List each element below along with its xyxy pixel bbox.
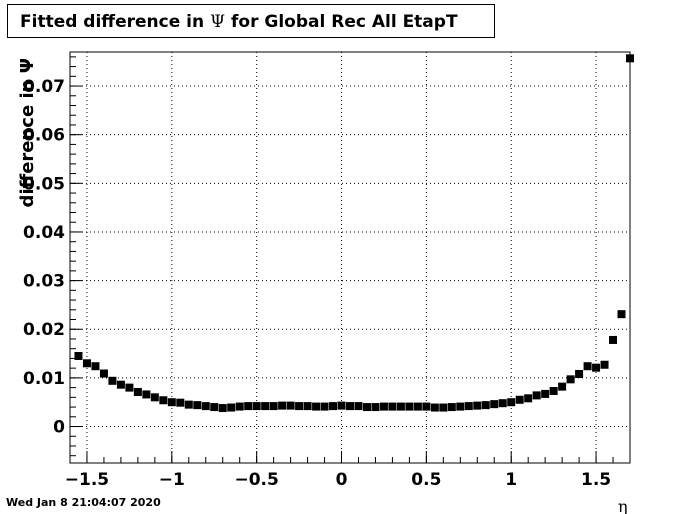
data-point [362, 403, 371, 412]
data-point [541, 389, 550, 398]
data-point [167, 398, 176, 407]
y-tick-label: 0.06 [23, 126, 65, 146]
data-point [235, 402, 244, 411]
data-point [184, 400, 193, 409]
data-point [261, 402, 270, 411]
plot-frame [69, 51, 631, 464]
data-point [592, 363, 601, 372]
data-point [371, 403, 380, 412]
data-point [201, 402, 210, 411]
data-point [558, 382, 567, 391]
data-point [150, 393, 159, 402]
data-point [142, 390, 151, 399]
data-point [116, 380, 125, 389]
x-tick-label: −1.5 [65, 470, 109, 490]
data-point [303, 402, 312, 411]
data-point [609, 335, 618, 344]
data-point [447, 403, 456, 412]
data-point [549, 387, 558, 396]
data-point [74, 351, 83, 360]
data-point [286, 401, 295, 410]
x-axis-label: η [618, 497, 628, 514]
data-point [515, 395, 524, 404]
data-point [430, 403, 439, 412]
data-point [210, 403, 219, 412]
chart-title-symbol: Ψ [210, 12, 225, 32]
data-point [108, 376, 117, 385]
x-tick-label: 1.5 [581, 470, 611, 490]
data-point [566, 375, 575, 384]
y-tick-label: 0.07 [23, 77, 65, 97]
data-point [159, 396, 168, 405]
data-point [125, 383, 134, 392]
data-point [82, 359, 91, 368]
y-tick-label: 0.01 [23, 369, 65, 389]
data-point [600, 360, 609, 369]
chart-title-suffix: for Global Rec All EtapT [231, 12, 458, 32]
chart-title-prefix: Fitted difference in [20, 12, 205, 32]
x-tick-label: 0 [336, 470, 348, 490]
y-tick-label: 0.02 [23, 320, 65, 340]
data-point [176, 398, 185, 407]
data-point [490, 400, 499, 409]
data-point [481, 401, 490, 410]
x-tick-label: 0.5 [411, 470, 441, 490]
data-point [346, 402, 354, 411]
data-point [626, 54, 634, 63]
data-point [278, 401, 287, 410]
y-tick-label: 0.05 [23, 174, 65, 194]
data-point [91, 362, 100, 371]
timestamp-label: Wed Jan 8 21:04:07 2020 [6, 496, 161, 509]
data-point [583, 362, 592, 371]
data-point [456, 402, 465, 411]
x-tick-label: −1 [159, 470, 185, 490]
data-point [329, 402, 338, 411]
data-point [617, 310, 626, 319]
data-point [295, 402, 304, 411]
data-point [99, 369, 108, 378]
y-tick-label: 0 [53, 418, 65, 438]
data-point [439, 403, 448, 412]
data-point [244, 402, 253, 411]
y-tick-label: 0.03 [23, 272, 65, 292]
data-point [422, 402, 431, 411]
data-point [464, 402, 473, 411]
data-point [312, 402, 321, 411]
data-point [337, 401, 346, 410]
data-point [354, 402, 363, 411]
data-point [532, 391, 541, 400]
data-point [193, 401, 202, 410]
data-point [413, 402, 422, 411]
x-tick-label: 1 [505, 470, 517, 490]
data-point [227, 403, 236, 412]
data-point [218, 404, 227, 413]
data-point [575, 369, 584, 378]
data-point [320, 402, 329, 411]
y-tick-label: 0.04 [23, 223, 65, 243]
data-point [379, 402, 388, 411]
y-axis-label: difference in Ψ [17, 58, 38, 207]
data-point [524, 394, 533, 403]
data-point [473, 401, 482, 410]
data-point [252, 402, 261, 411]
data-point [396, 402, 405, 411]
x-tick-label: −0.5 [234, 470, 278, 490]
data-point [405, 402, 414, 411]
data-point [133, 387, 142, 396]
data-point [507, 398, 516, 407]
data-point [498, 399, 507, 408]
data-point [388, 402, 397, 411]
data-point [269, 402, 278, 411]
